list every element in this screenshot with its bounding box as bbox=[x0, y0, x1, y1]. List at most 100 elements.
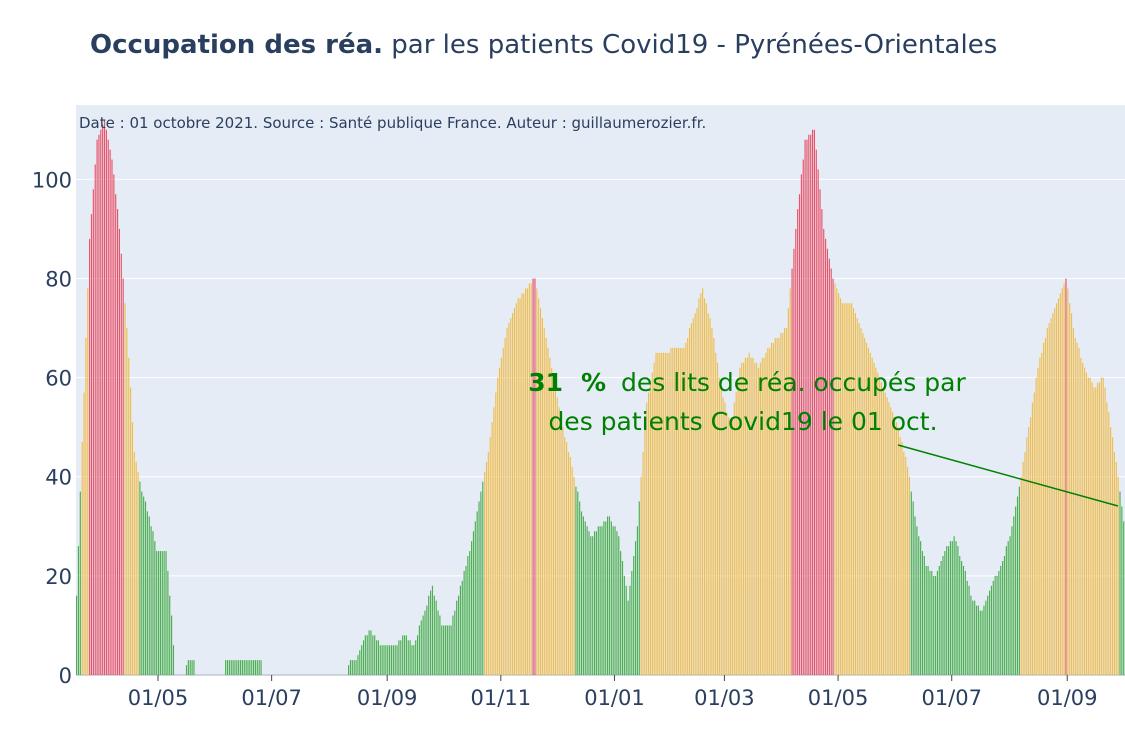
bar bbox=[759, 362, 761, 675]
bar bbox=[238, 660, 240, 675]
bar bbox=[964, 570, 966, 675]
bar bbox=[830, 268, 832, 675]
bar bbox=[77, 546, 80, 675]
bar bbox=[510, 318, 512, 675]
bar bbox=[767, 347, 769, 675]
x-tick-label: 01/09 bbox=[357, 686, 418, 710]
x-tick-label: 01/05 bbox=[128, 686, 189, 710]
bar bbox=[1106, 402, 1108, 675]
bar bbox=[551, 367, 553, 675]
bar bbox=[1035, 377, 1037, 675]
bar bbox=[638, 501, 640, 675]
bar bbox=[621, 561, 624, 675]
bar bbox=[443, 625, 445, 675]
bar bbox=[636, 526, 638, 675]
bar bbox=[1080, 357, 1082, 675]
bar bbox=[677, 347, 679, 675]
bar bbox=[743, 362, 745, 675]
bar bbox=[757, 367, 760, 675]
bar bbox=[454, 610, 456, 675]
bar bbox=[146, 511, 148, 675]
bar bbox=[1115, 461, 1117, 675]
bar bbox=[484, 471, 486, 675]
bar bbox=[839, 298, 842, 675]
bar bbox=[89, 238, 91, 675]
bar bbox=[1089, 377, 1091, 675]
bar bbox=[800, 174, 802, 675]
bar bbox=[411, 645, 413, 675]
bar bbox=[528, 283, 530, 675]
bar bbox=[620, 551, 622, 675]
bar bbox=[737, 377, 739, 675]
chart-title-rest: par les patients Covid19 - Pyrénées-Orie… bbox=[391, 30, 998, 60]
bar bbox=[471, 541, 473, 675]
bar bbox=[925, 565, 927, 675]
bar bbox=[1000, 565, 1002, 675]
bar bbox=[659, 352, 661, 675]
bar bbox=[770, 342, 773, 675]
bar bbox=[657, 352, 659, 675]
bar bbox=[672, 347, 674, 675]
y-tick-label: 0 bbox=[59, 664, 72, 688]
bar bbox=[239, 660, 242, 675]
bar bbox=[992, 580, 994, 675]
bar bbox=[541, 318, 543, 675]
bar bbox=[144, 501, 147, 675]
bar bbox=[416, 635, 419, 675]
bar bbox=[191, 660, 193, 675]
bar bbox=[467, 556, 469, 675]
bar bbox=[817, 169, 819, 675]
bar bbox=[566, 442, 568, 675]
bar bbox=[648, 392, 650, 675]
bar bbox=[545, 337, 547, 675]
bar bbox=[888, 402, 890, 675]
bar bbox=[1117, 476, 1119, 675]
bar bbox=[92, 189, 94, 675]
bar bbox=[260, 660, 262, 675]
bar bbox=[402, 635, 404, 675]
bar bbox=[1046, 328, 1048, 675]
bar bbox=[116, 209, 119, 675]
source-note: Date : 01 octobre 2021. Source : Santé p… bbox=[79, 114, 706, 132]
bar bbox=[653, 362, 655, 675]
bar bbox=[482, 481, 484, 675]
bar bbox=[612, 526, 614, 675]
bar bbox=[966, 580, 968, 675]
bar bbox=[403, 635, 406, 675]
bar bbox=[634, 541, 637, 675]
bar bbox=[873, 362, 875, 675]
bar bbox=[1005, 546, 1007, 675]
bar bbox=[141, 491, 143, 675]
bar bbox=[1003, 556, 1006, 675]
bar bbox=[651, 372, 653, 675]
bar bbox=[709, 318, 711, 675]
bar bbox=[789, 288, 791, 675]
bar bbox=[729, 427, 732, 675]
bar bbox=[752, 357, 754, 675]
bar bbox=[867, 347, 870, 675]
bar bbox=[448, 625, 450, 675]
bar bbox=[517, 298, 519, 675]
bar bbox=[549, 357, 551, 675]
bar bbox=[590, 536, 592, 675]
bar bbox=[515, 303, 517, 675]
bar bbox=[838, 293, 840, 675]
bar bbox=[390, 645, 393, 675]
bar bbox=[832, 278, 834, 675]
bar bbox=[985, 600, 987, 675]
bar bbox=[539, 308, 542, 675]
bar bbox=[819, 189, 821, 675]
bar bbox=[433, 595, 435, 675]
x-axis: 01/05 01/07 01/09 01/11 01/01 01/03 01/05 01/07… bbox=[128, 675, 1098, 710]
bar bbox=[381, 645, 383, 675]
bar bbox=[398, 640, 400, 675]
bar bbox=[616, 531, 618, 675]
bar bbox=[610, 521, 612, 675]
bar bbox=[927, 565, 929, 675]
bar bbox=[834, 283, 836, 675]
bar bbox=[970, 595, 972, 675]
bar bbox=[474, 521, 476, 675]
bar bbox=[623, 575, 625, 675]
bar bbox=[351, 660, 353, 675]
bar bbox=[722, 397, 724, 675]
